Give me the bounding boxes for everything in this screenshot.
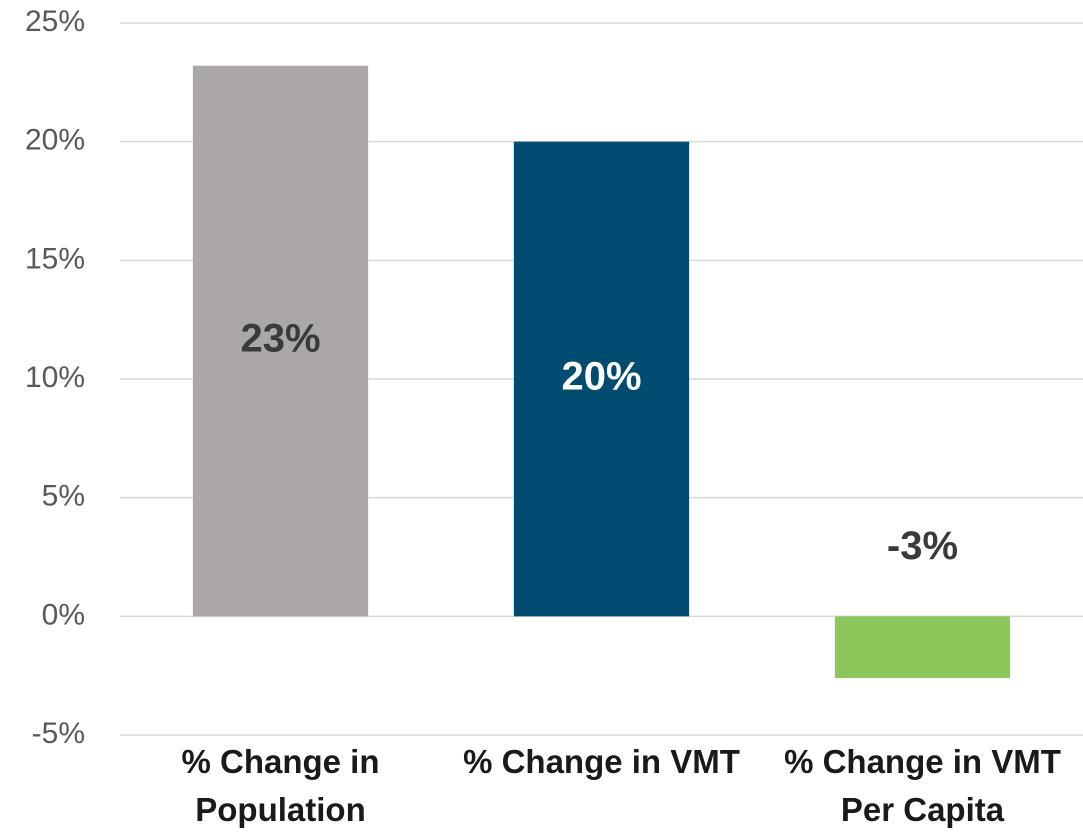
y-tick-label: 0%	[42, 598, 85, 631]
y-tick-label: 15%	[25, 242, 85, 275]
x-tick-label: % Change in VMT Per Capita	[784, 743, 1061, 828]
y-tick-label: 5%	[42, 480, 85, 513]
value-label: 23%	[240, 317, 320, 361]
x-tick-label: % Change in Population	[181, 743, 380, 828]
value-label: 20%	[561, 355, 641, 399]
y-tick-label: 25%	[25, 5, 85, 38]
bar	[192, 65, 369, 617]
y-tick-label: 20%	[25, 124, 85, 157]
value-label: -3%	[887, 524, 958, 568]
x-tick-label: % Change in VMT	[463, 743, 740, 780]
bar	[513, 141, 690, 617]
y-tick-label: 10%	[25, 361, 85, 394]
y-tick-label: -5%	[32, 717, 85, 750]
bar	[834, 616, 1011, 679]
